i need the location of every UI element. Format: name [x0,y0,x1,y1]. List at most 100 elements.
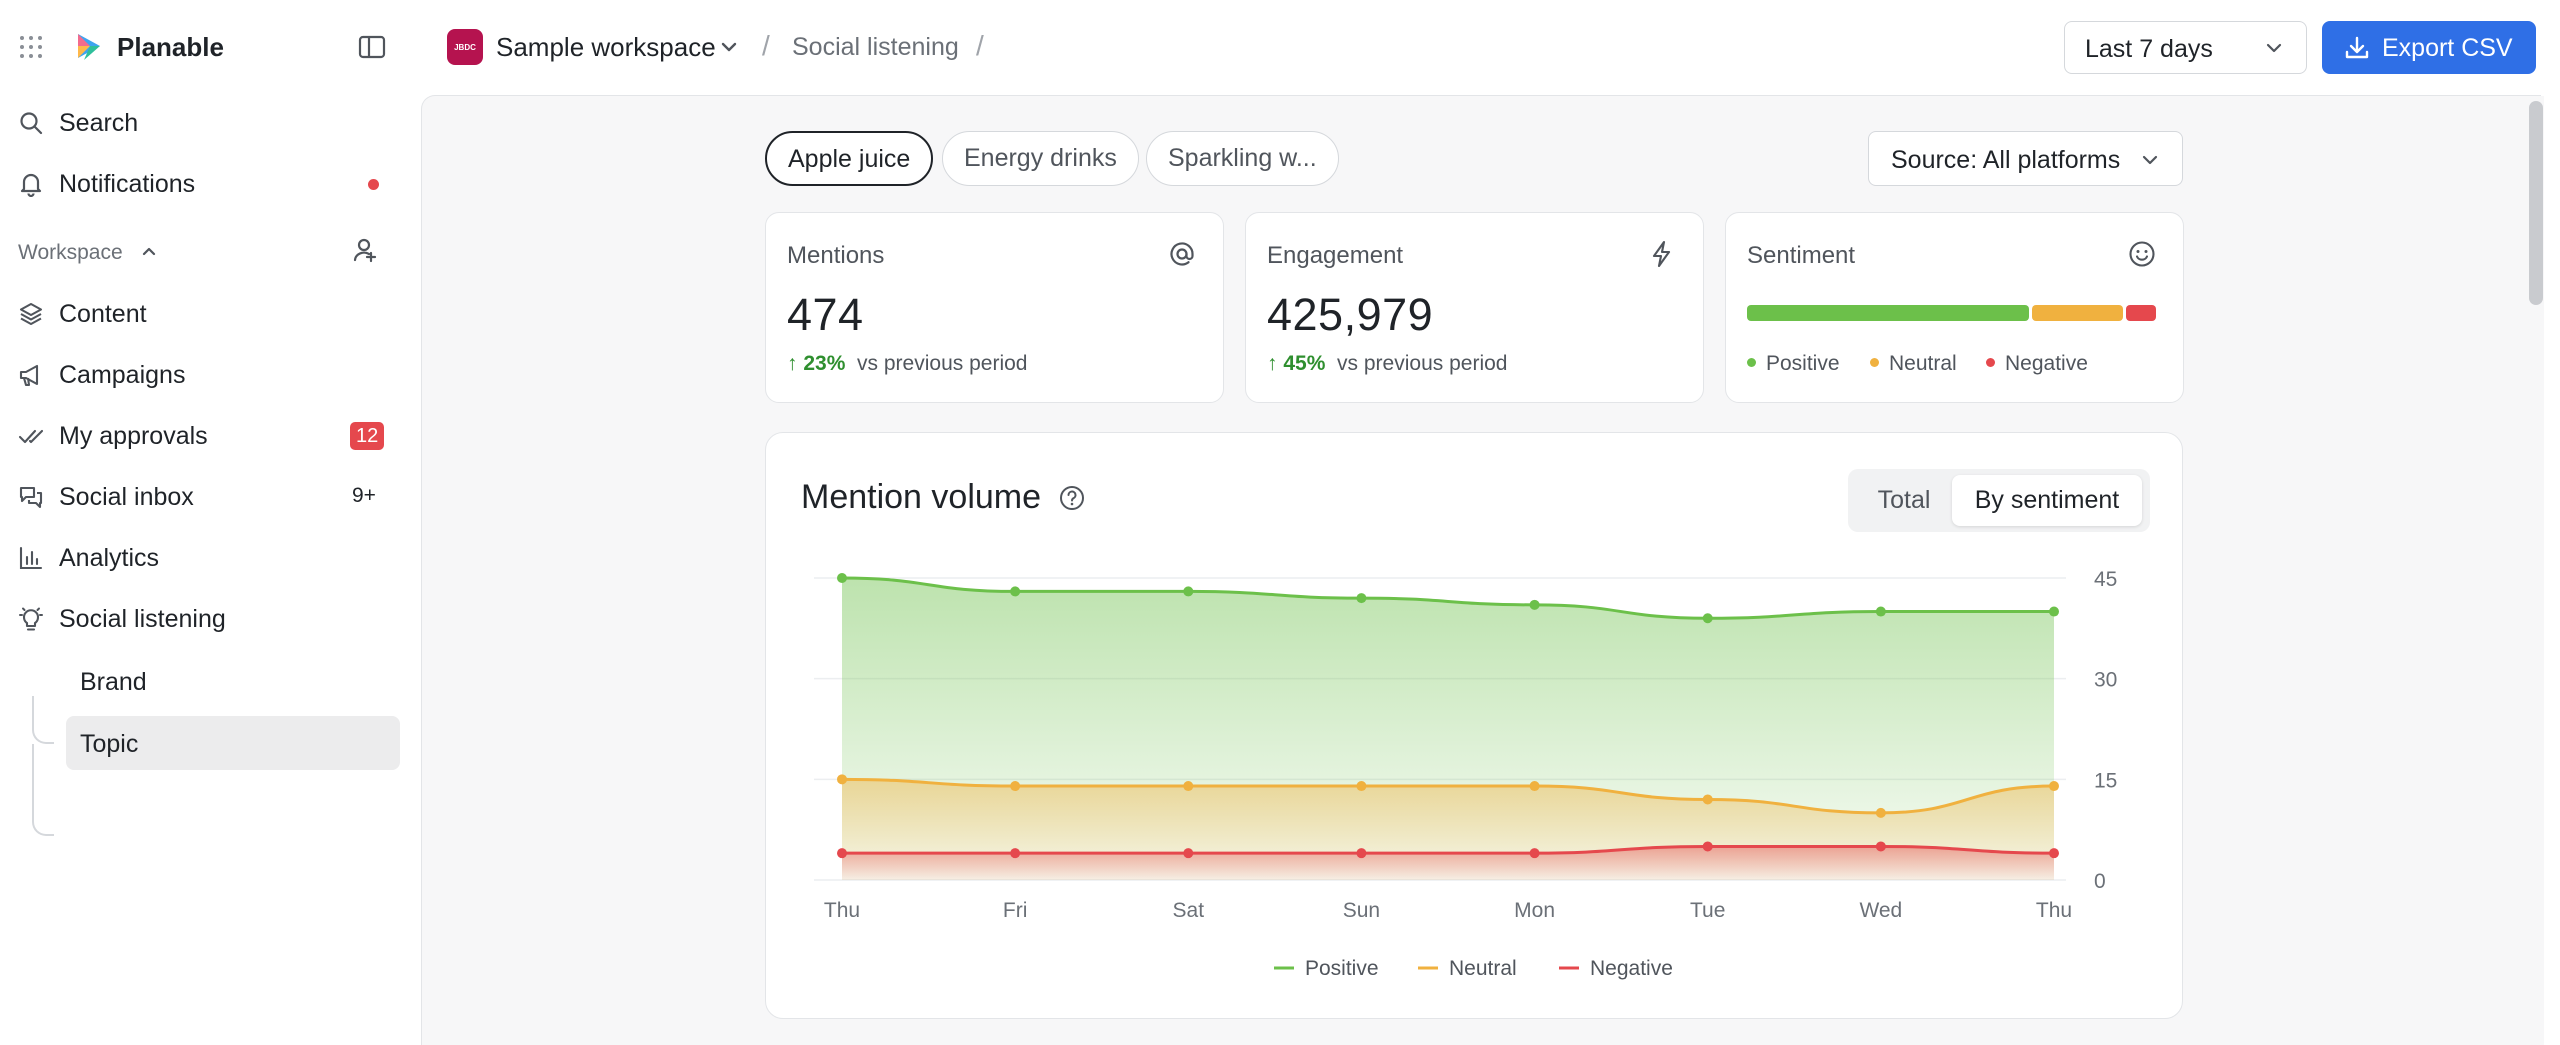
brand-name: Planable [117,32,224,62]
search-icon [20,112,43,135]
chevron-down-icon [2142,155,2158,165]
sidebar-subitem-brand[interactable]: Brand [66,654,400,708]
date-range-label: Last 7 days [2085,35,2213,63]
bell-icon [20,173,42,197]
bar-chart-icon [19,546,43,570]
megaphone-icon [19,364,39,387]
workspace-avatar[interactable]: JBDC [447,29,483,65]
source-select-label: Source: All platforms [1891,146,2121,174]
data-point-positive [1010,586,1021,597]
neutral-dot [1870,357,1879,367]
data-point-neutral [1356,781,1367,792]
sidebar-item-my-approvals[interactable]: My approvals 12 [0,409,422,461]
tree-connector [32,744,54,836]
smiley-icon [2129,241,2155,267]
data-point-negative [1875,841,1886,852]
x-tick-label: Sat [1173,899,1205,922]
sentiment-card: Sentiment Positive Neutral Negative [1725,212,2184,403]
add-member-icon[interactable] [350,236,378,264]
sidebar-item-label: My approvals [59,422,208,450]
data-point-neutral [1529,781,1540,792]
sidebar-item-notifications[interactable]: Notifications [0,157,422,209]
source-select[interactable]: Source: All platforms [1868,131,2183,186]
lightning-icon [1652,240,1671,268]
series-line-neutral [841,777,2055,815]
sidebar-item-content[interactable]: Content [0,287,422,339]
x-tick-label: Mon [1514,899,1555,922]
topic-chip-energy-drinks[interactable]: Energy drinks [942,131,1139,186]
scrollbar-thumb[interactable] [2529,101,2543,305]
mentions-delta: ↑ 23% vs previous period [787,352,1027,376]
chevron-down-icon[interactable] [718,38,740,56]
topic-chip-apple-juice[interactable]: Apple juice [765,131,934,186]
y-tick-label: 30 [2094,669,2117,692]
mention-volume-chart: 0 15 30 45 Thu Fri Sat Sun Mon Tue Wed Thu Positive N… [814,568,2117,980]
data-point-neutral [1702,794,1713,805]
help-icon[interactable] [1058,484,1086,512]
mentions-delta-percent: 23% [803,352,846,375]
toggle-total[interactable]: Total [1877,486,1931,514]
legend-label-neutral: Neutral [1449,957,1517,980]
notification-dot [368,179,379,190]
data-point-negative [2049,848,2059,859]
tree-connector [32,696,54,744]
legend-label: Negative [2005,352,2088,375]
workspace-name[interactable]: Sample workspace [496,32,716,62]
topic-chip-sparkling-water[interactable]: Sparkling w... [1146,131,1339,186]
scrollbar-track[interactable] [2524,96,2544,1045]
chart-title: Mention volume [801,478,1042,516]
date-range-select[interactable]: Last 7 days [2064,21,2307,74]
top-bar: Planable JBDC Sample workspace / Social … [0,0,2560,96]
data-point-negative [1702,841,1713,852]
sidebar-item-label: Social listening [59,605,226,633]
card-title: Engagement [1267,242,1404,269]
x-tick-label: Sun [1343,899,1380,922]
sidebar-item-search[interactable]: Search [0,96,422,148]
sidebar-subitem-label: Brand [80,668,147,696]
y-tick-label: 15 [2094,769,2117,792]
sidebar-item-label: Content [59,300,147,328]
download-icon [2345,36,2369,59]
y-tick-label: 0 [2094,870,2106,893]
series-line-negative [842,844,2055,855]
toggle-by-sentiment[interactable]: By sentiment [1952,475,2142,526]
breadcrumb-separator: / [762,30,770,61]
legend-positive: Positive [1747,352,1840,376]
series-line-positive [841,576,2054,620]
card-title: Mentions [787,242,885,269]
breadcrumb-social-listening[interactable]: Social listening [792,33,959,61]
layers-icon [19,302,43,326]
sidebar-item-campaigns[interactable]: Campaigns [0,348,422,400]
sidebar-toggle-icon[interactable] [358,34,386,60]
data-point-neutral [2049,781,2059,792]
sentiment-neutral-segment [2032,305,2123,321]
sidebar-item-social-inbox[interactable]: Social inbox 9+ [0,470,422,522]
workspace-section-label[interactable]: Workspace [18,241,123,264]
data-point-negative [837,848,847,859]
sidebar-item-label: Notifications [59,170,196,198]
y-tick-label: 45 [2094,568,2117,591]
x-tick-label: Wed [1859,899,1902,922]
data-point-neutral [837,774,847,785]
data-point-positive [1183,586,1194,597]
apps-grid-icon[interactable] [18,34,44,60]
mentions-card: Mentions 474 ↑ 23% vs previous period [765,212,1224,403]
engagement-delta: ↑ 45% vs previous period [1267,352,1507,376]
data-point-negative [1356,848,1367,859]
export-csv-button[interactable]: Export CSV [2322,21,2536,74]
export-csv-label: Export CSV [2382,34,2513,62]
chevron-up-icon[interactable] [140,243,158,259]
sidebar-item-analytics[interactable]: Analytics [0,531,422,583]
lightbulb-icon [19,607,43,631]
legend-label: Neutral [1889,352,1957,375]
delta-caption: vs previous period [1337,352,1508,375]
approvals-count-badge: 12 [350,422,385,450]
data-point-negative [1529,848,1540,859]
sidebar-item-social-listening[interactable]: Social listening [0,592,422,644]
inbox-count-badge: 9+ [352,484,376,507]
delta-caption: vs previous period [857,352,1028,375]
sidebar-subitem-topic[interactable]: Topic [66,716,400,770]
data-point-neutral [1183,781,1194,792]
sidebar: Search Notifications Workspace Content C… [0,96,422,1045]
series-area-negative [842,846,2054,880]
